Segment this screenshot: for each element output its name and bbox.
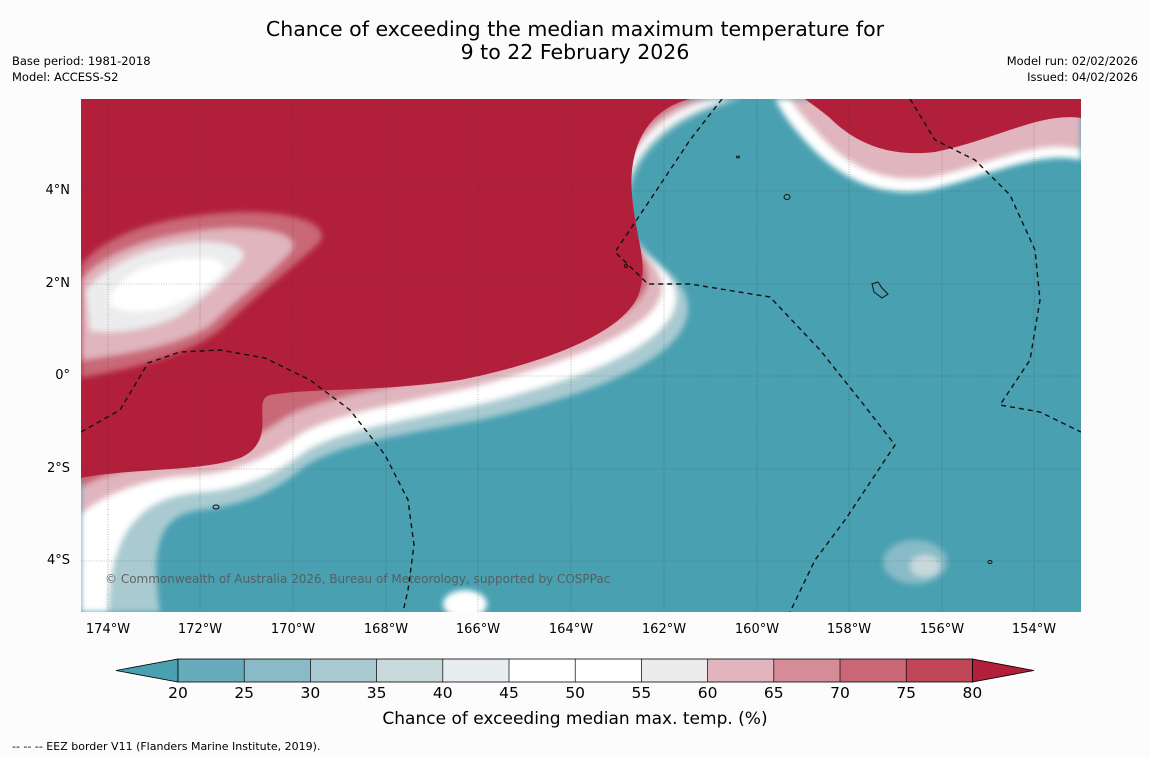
contour-se-white-patch — [910, 555, 940, 577]
eez-footnote: -- -- -- EEZ border V11 (Flanders Marine… — [12, 740, 321, 753]
colorbar-segment-75-80 — [906, 659, 973, 682]
contour-bottom-white-patch — [443, 590, 487, 612]
base-period: Base period: 1981-2018 — [12, 54, 151, 68]
lon-label-164w: 164°W — [548, 622, 594, 637]
colorbar-tick-40: 40 — [432, 684, 453, 702]
colorbar-segment-20-25 — [178, 659, 245, 682]
colorbar-tick-60: 60 — [697, 684, 718, 702]
colorbar-segment-65-70 — [773, 659, 840, 682]
island-b — [783, 194, 791, 200]
chart-title: Chance of exceeding the median maximum t… — [0, 18, 1150, 64]
colorbar-tick-80: 80 — [962, 684, 983, 702]
lat-label-4s: 4°S — [46, 553, 70, 568]
colorbar-tick-25: 25 — [234, 684, 255, 702]
colorbar-tick-50: 50 — [565, 684, 586, 702]
colorbar-low-extension — [115, 658, 179, 683]
colorbar-segment-45-50 — [509, 659, 576, 682]
title-line-1: Chance of exceeding the median maximum t… — [265, 17, 885, 41]
colorbar-high-extension — [972, 658, 1035, 683]
island-e — [736, 155, 740, 159]
copyright-notice: © Commonwealth of Australia 2026, Bureau… — [105, 572, 611, 586]
colorbar-tick-30: 30 — [300, 684, 321, 702]
lat-label-2n: 2°N — [45, 276, 71, 291]
contour-ne-above-80 — [805, 99, 1081, 154]
lon-label-156w: 156°W — [919, 622, 965, 637]
colorbar-segment-60-65 — [707, 659, 774, 682]
lon-label-154w: 154°W — [1011, 622, 1057, 637]
contour-above-80 — [81, 99, 690, 478]
lon-label-168w: 168°W — [363, 622, 409, 637]
lon-label-172w: 172°W — [177, 622, 223, 637]
island-d — [987, 560, 993, 564]
colorbar-segment-70-75 — [840, 659, 907, 682]
island-c — [212, 504, 220, 510]
colorbar-tick-20: 20 — [168, 684, 188, 702]
title-line-2: 9 to 22 February 2026 — [460, 40, 690, 64]
colorbar-segment-35-40 — [376, 659, 443, 682]
colorbar-tick-65: 65 — [763, 684, 784, 702]
colorbar-segment-50-55 — [575, 659, 642, 682]
lon-label-166w: 166°W — [455, 622, 501, 637]
lat-label-4n: 4°N — [45, 183, 71, 198]
colorbar-tick-45: 45 — [499, 684, 519, 702]
run-info: Model run: 02/02/2026 Issued: 04/02/2026 — [1007, 54, 1138, 85]
colorbar-segment-25-30 — [244, 659, 311, 682]
contour-nw-core-patch — [110, 258, 224, 312]
issued-date: Issued: 04/02/2026 — [1027, 69, 1138, 84]
eez-border-east — [909, 99, 1081, 433]
eez-border-north — [614, 99, 896, 612]
colorbar-tick-75: 75 — [896, 684, 917, 702]
island-a — [871, 281, 889, 299]
model-name: Model: ACCESS-S2 — [12, 69, 119, 84]
colorbar-tick-55: 55 — [631, 684, 652, 702]
model-run-date: Model run: 02/02/2026 — [1006, 54, 1138, 68]
colorbar-label: Chance of exceeding median max. temp. (%… — [382, 709, 768, 729]
colorbar-tick-35: 35 — [366, 684, 387, 702]
graticule — [81, 99, 1081, 612]
lon-label-162w: 162°W — [641, 622, 687, 637]
lon-label-170w: 170°W — [270, 622, 316, 637]
lat-label-0: 0° — [55, 368, 70, 383]
colorbar-segment-40-45 — [442, 659, 509, 682]
lat-label-2s: 2°S — [46, 461, 70, 476]
model-info: Base period: 1981-2018 Model: ACCESS-S2 — [12, 54, 151, 85]
colorbar-tick-70: 70 — [830, 684, 850, 702]
lon-label-174w: 174°W — [85, 622, 131, 637]
eez-border-west — [81, 349, 415, 612]
probability-field — [81, 99, 1081, 612]
colorbar-dividers — [243, 659, 907, 682]
colorbar-segment-55-60 — [641, 659, 708, 682]
island-f — [624, 264, 628, 268]
colorbar-segment-30-35 — [310, 659, 377, 682]
lon-label-160w: 160°W — [734, 622, 780, 637]
lon-label-158w: 158°W — [826, 622, 872, 637]
colorbar — [115, 658, 1035, 683]
